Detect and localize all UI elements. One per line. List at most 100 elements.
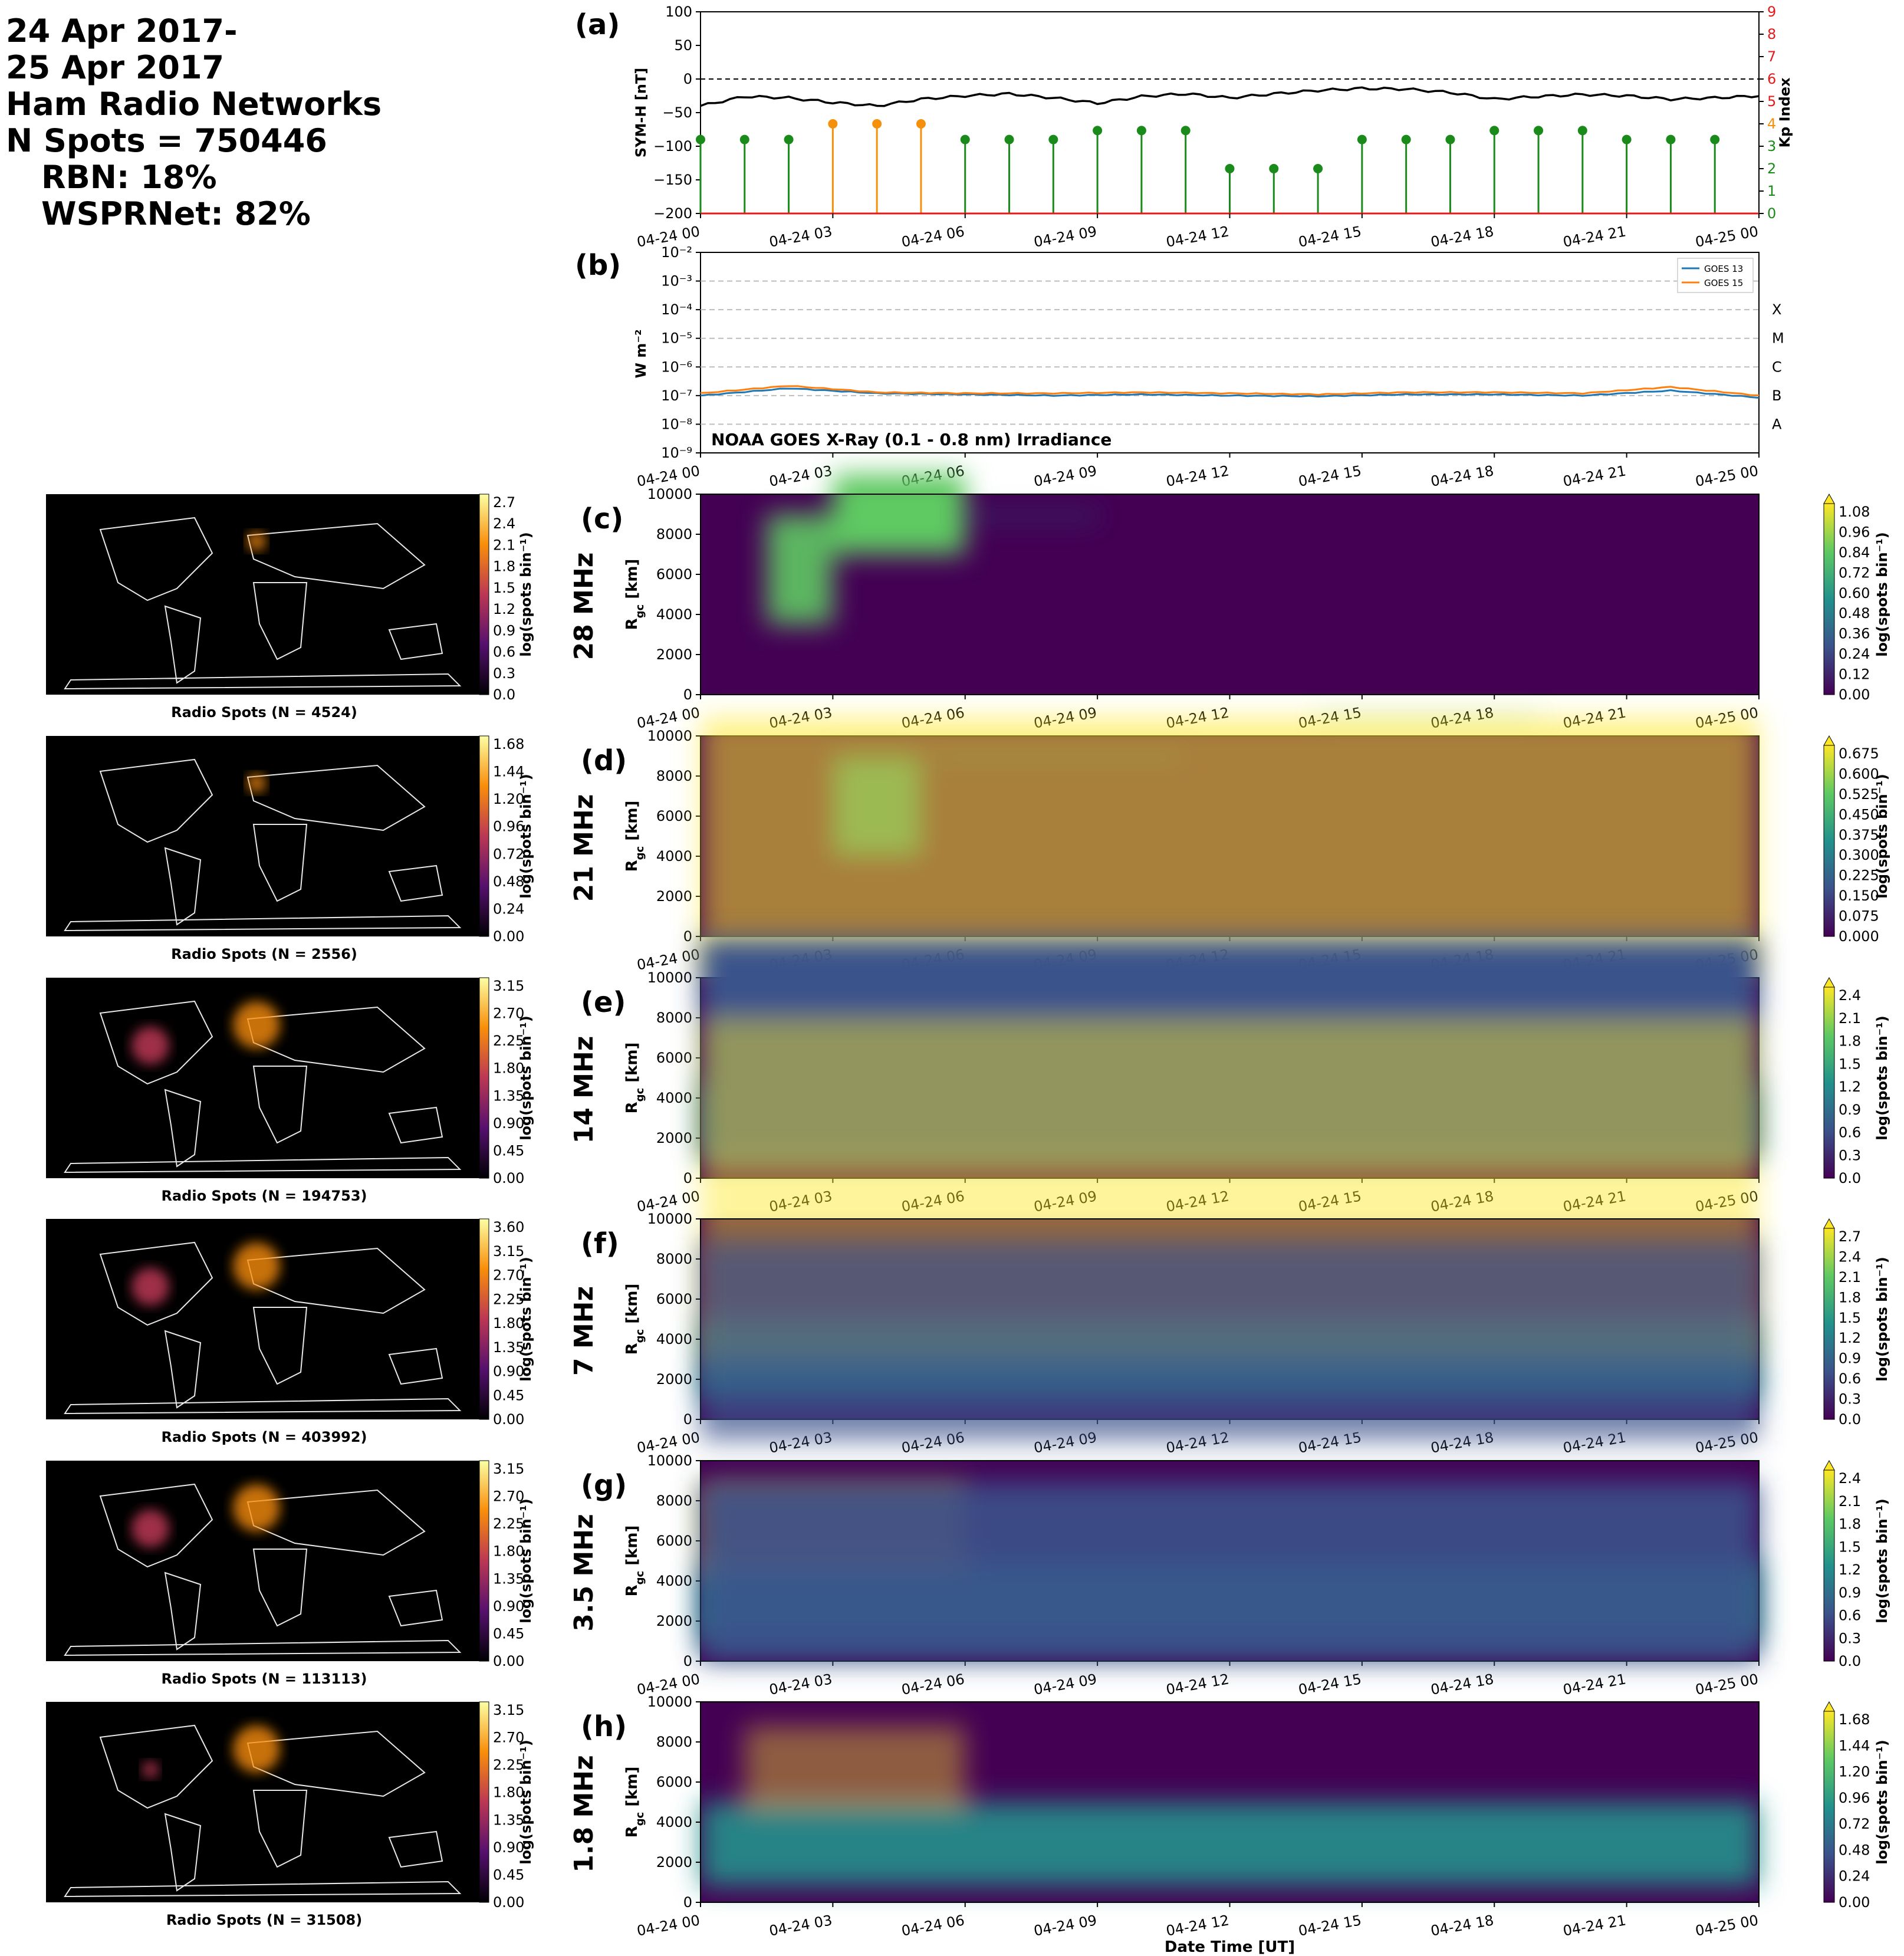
panel-a-ytick-label: −50 — [662, 104, 692, 121]
panel-e-ytick-label: 0 — [683, 1170, 692, 1186]
panel-g-cb-tick: 0.3 — [1839, 1630, 1861, 1646]
panel-g-map-cb-tick: 2.70 — [493, 1488, 524, 1505]
symh-series-line — [700, 86, 1760, 107]
panel-d-ylabel: Rgc [km] — [623, 801, 646, 872]
panel-d-colorbar — [1823, 745, 1835, 937]
panel-h-band-label: 1.8 MHz — [569, 1755, 599, 1872]
panel-d-letter: (d) — [581, 744, 627, 777]
panel-h-cb-tick: 1.20 — [1839, 1764, 1870, 1780]
panel-g-xtick-label: 04-24 15 — [1297, 1671, 1363, 1698]
panel-h-cb-label: log(spots bin⁻¹) — [1874, 1740, 1890, 1865]
panel-h-map-cb-tick: 1.35 — [493, 1812, 524, 1828]
panel-b-ytick-label: 10⁻³ — [661, 273, 692, 290]
panel-d-cb-tick: 0.150 — [1839, 887, 1879, 904]
panel-e-colorbar-extend — [1823, 977, 1835, 988]
panel-b-ytick-label: 10⁻⁷ — [661, 387, 692, 404]
panel-h-ytick-label: 8000 — [656, 1734, 692, 1750]
panel-h-xtick-label: 04-24 18 — [1429, 1912, 1495, 1939]
kp-stem-marker — [828, 119, 838, 129]
header-line-date-end: 25 Apr 2017 — [6, 49, 225, 86]
panel-a-xtick-label: 04-24 12 — [1165, 223, 1230, 250]
panel-g-map-cb-tick: 3.15 — [493, 1461, 524, 1477]
flare-class-label: B — [1772, 387, 1781, 404]
kp-stem-marker — [1093, 126, 1103, 136]
panel-h-map-hotspot-america — [142, 1761, 159, 1778]
panel-h-map-cb-tick: 1.80 — [493, 1784, 524, 1801]
panel-a-ylabel: SYM-H [nT] — [633, 68, 649, 157]
panel-c-cb-tick: 0.84 — [1839, 544, 1870, 561]
panel-e-cb-label: log(spots bin⁻¹) — [1874, 1015, 1890, 1140]
panel-h-ytick-label: 0 — [683, 1894, 692, 1911]
panel-d-cb-tick: 0.225 — [1839, 867, 1879, 884]
panel-f-cb-label: log(spots bin⁻¹) — [1874, 1257, 1890, 1382]
panel-d-cb-tick: 0.075 — [1839, 908, 1879, 925]
panel-h-ylabel-unit: [km] — [623, 1767, 641, 1812]
kp-stem-marker — [916, 119, 926, 129]
panel-b-annotation: NOAA GOES X-Ray (0.1 - 0.8 nm) Irradianc… — [711, 430, 1112, 449]
panel-g-cb-tick: 0.0 — [1839, 1653, 1861, 1669]
panel-d-map-colorbar — [479, 735, 489, 937]
panel-h-ylabel-subscript: gc — [634, 1812, 646, 1826]
panel-f-cb-tick: 1.8 — [1839, 1289, 1861, 1306]
panel-e-map-cb-tick: 0.45 — [493, 1142, 524, 1159]
panel-f-ytick-label: 10000 — [647, 1211, 692, 1227]
panel-f-map-cb-tick: 1.80 — [493, 1315, 524, 1332]
panel-h-cb-tick: 1.68 — [1839, 1711, 1870, 1728]
panel-c-ytick-label: 4000 — [656, 606, 692, 623]
panel-h-xtick-label: 04-25 00 — [1694, 1912, 1760, 1939]
panel-c-map-cb-tick: 0.3 — [493, 665, 515, 682]
kp-stem-marker — [872, 119, 882, 129]
panel-d-ytick-label: 8000 — [656, 768, 692, 784]
kp-stem-marker — [1445, 134, 1455, 144]
panel-h-ytick-label: 10000 — [647, 1694, 692, 1710]
panel-c-cb-tick: 0.12 — [1839, 666, 1870, 683]
panel-d-map-cb-tick: 1.20 — [493, 791, 524, 807]
panel-f-map-cb-tick: 2.70 — [493, 1267, 524, 1284]
panel-e-ytick-label: 4000 — [656, 1090, 692, 1106]
panel-a-xtick-label: 04-25 00 — [1694, 223, 1760, 250]
panel-e-cb-tick: 0.3 — [1839, 1147, 1861, 1163]
panel-e-heatmap-feature — [701, 717, 1759, 978]
panel-e-ylabel: Rgc [km] — [623, 1043, 646, 1114]
panel-e-map-cb-tick: 1.35 — [493, 1087, 524, 1104]
kp-stem-marker — [1136, 126, 1146, 136]
panel-g-map-cb-tick: 1.80 — [493, 1543, 524, 1560]
panel-g-xtick-label: 04-25 00 — [1694, 1671, 1760, 1698]
panel-b-ytick-label: 10⁻⁶ — [661, 359, 692, 375]
panel-f-map-cb-tick: 2.25 — [493, 1291, 524, 1307]
panel-f-cb-tick: 0.6 — [1839, 1370, 1861, 1387]
panel-b-ytick-label: 10⁻⁸ — [661, 416, 692, 432]
panel-c-cb-tick: 0.96 — [1839, 524, 1870, 540]
panel-d-colorbar-extend — [1823, 735, 1835, 746]
panel-a-kp-tick-label: 7 — [1767, 48, 1776, 65]
panel-h-map-cb-tick: 0.90 — [493, 1839, 524, 1856]
panel-g-cb-tick: 2.4 — [1839, 1470, 1861, 1487]
panel-c-ytick-label: 8000 — [656, 526, 692, 543]
panel-d-cb-tick: 0.450 — [1839, 806, 1879, 823]
panel-d-cb-label: log(spots bin⁻¹) — [1874, 774, 1890, 899]
flare-class-label: C — [1772, 359, 1782, 375]
panel-a-kp-tick-label: 2 — [1767, 160, 1776, 177]
panel-a-kp-tick-label: 3 — [1767, 138, 1776, 154]
panel-a-ytick-label: −200 — [653, 205, 692, 222]
kp-stem-marker — [1534, 126, 1544, 136]
panel-d-cb-tick: 0.600 — [1839, 765, 1879, 782]
panel-e-ytick-label: 6000 — [656, 1050, 692, 1066]
panel-a-kp-tick-label: 5 — [1767, 93, 1776, 110]
panel-h-heatmap-feature — [701, 1802, 1759, 1886]
panel-f-colorbar-extend — [1823, 1218, 1835, 1229]
panel-c-heatmap-feature — [767, 514, 833, 624]
panel-d-map-title: Radio Spots (N = 2556) — [171, 946, 357, 962]
panel-d-cb-tick: 0.375 — [1839, 827, 1879, 843]
panel-h-colorbar — [1823, 1711, 1835, 1903]
panel-e-ytick-label: 8000 — [656, 1010, 692, 1026]
panel-b-ytick-label: 10⁻⁹ — [661, 445, 692, 461]
panel-d-ytick-label: 10000 — [647, 728, 692, 744]
header-line-network: Ham Radio Networks — [6, 86, 382, 123]
kp-stem-marker — [1225, 164, 1235, 173]
flare-class-label: M — [1772, 330, 1784, 347]
kp-stem-marker — [1269, 164, 1279, 173]
panel-a-xtick-label: 04-24 18 — [1429, 223, 1495, 250]
panel-f-ylabel-subscript: gc — [634, 1329, 646, 1343]
panel-b-ytick-label: 10⁻⁴ — [661, 301, 692, 318]
